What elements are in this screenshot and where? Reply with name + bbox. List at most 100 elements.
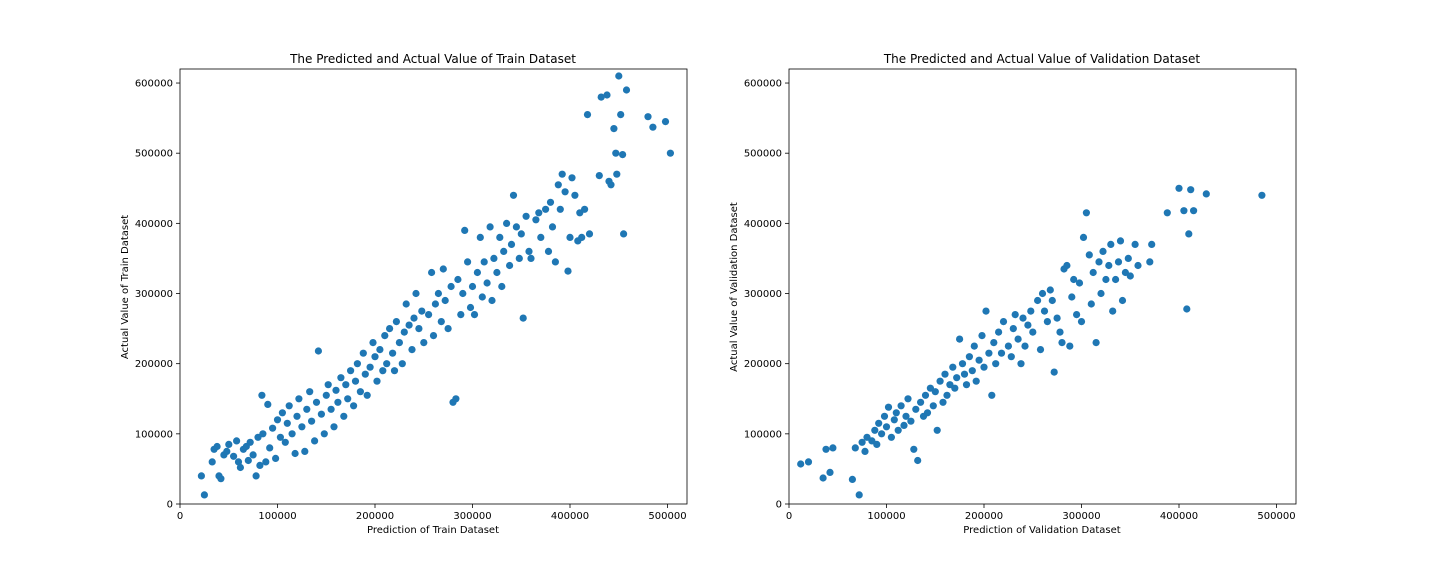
scatter-point <box>405 321 413 329</box>
scatter-point <box>266 444 274 452</box>
scatter-point <box>359 349 367 357</box>
scatter-point <box>581 205 589 213</box>
scatter-point <box>921 391 930 399</box>
scatter-point <box>392 318 400 326</box>
scatter-point <box>904 395 912 403</box>
x-tick-label: 100000 <box>258 511 296 522</box>
scatter-point <box>480 258 488 266</box>
scatter-point <box>342 381 350 389</box>
scatter-point <box>314 347 322 355</box>
scatter-point <box>1024 321 1032 329</box>
scatter-point <box>571 191 579 199</box>
scatter-point <box>519 314 527 322</box>
y-tick-label: 600000 <box>135 79 173 90</box>
scatter-point <box>522 212 530 220</box>
y-tick-label: 600000 <box>744 79 782 90</box>
y-tick-label: 300000 <box>135 289 173 300</box>
scatter-point <box>258 391 266 399</box>
scatter-point <box>246 438 254 446</box>
y-tick-label: 100000 <box>135 429 173 440</box>
scatter-point <box>278 409 286 417</box>
scatter-point <box>558 170 566 178</box>
y-axis-label: Actual Value of Train Dataset <box>120 215 131 359</box>
scatter-point <box>666 149 675 157</box>
scatter-point <box>897 402 905 410</box>
scatter-point <box>1097 289 1105 298</box>
axes-frame <box>179 68 688 505</box>
scatter-point <box>527 254 535 262</box>
y-axis-ticks: 0 100000 200000 300000 400000 500000 600000 <box>744 79 789 511</box>
scatter-point <box>1048 296 1056 305</box>
scatter-point <box>1109 307 1117 315</box>
x-axis-label: Prediction of Validation Dataset <box>963 525 1120 536</box>
scatter-point <box>880 412 889 420</box>
scatter-point <box>566 233 574 241</box>
scatter-point <box>997 349 1006 357</box>
scatter-point <box>956 335 964 343</box>
scatter-point <box>249 451 257 459</box>
scatter-point <box>914 456 922 465</box>
scatter-point <box>826 468 834 476</box>
scatter-point <box>1011 311 1019 319</box>
scatter-point <box>995 328 1003 336</box>
scatter-point <box>822 445 830 453</box>
scatter-point <box>509 191 518 199</box>
scatter-point <box>1036 346 1045 354</box>
scatter-point <box>1058 339 1066 347</box>
scatter-point <box>1131 240 1139 248</box>
scatter-point <box>933 426 941 434</box>
scatter-point <box>1063 261 1071 270</box>
scatter-point <box>1114 258 1123 266</box>
scatter-point <box>468 282 477 291</box>
y-tick-label: 200000 <box>135 359 173 370</box>
y-tick-label: 400000 <box>135 219 173 230</box>
y-tick-label: 0 <box>167 500 173 511</box>
x-tick-label: 0 <box>177 511 183 522</box>
scatter-point <box>561 188 569 196</box>
scatter-point <box>376 346 384 354</box>
scatter-point <box>1146 258 1154 266</box>
scatter-point <box>379 367 387 375</box>
scatter-point <box>568 174 576 182</box>
scatter-point <box>408 346 416 354</box>
scatter-point <box>585 230 594 238</box>
scatter-point <box>949 363 957 371</box>
scatter-point <box>350 402 358 410</box>
scatter-point <box>295 395 303 403</box>
scatter-point <box>649 123 657 131</box>
x-tick-label: 500000 <box>648 511 686 522</box>
scatter-point <box>532 216 540 224</box>
scatter-point <box>1004 342 1013 350</box>
axes-frame <box>788 68 1297 505</box>
scatter-point <box>373 377 381 385</box>
scatter-point <box>578 233 586 241</box>
scatter-point <box>478 293 486 301</box>
scatter-point <box>383 360 391 368</box>
y-tick-label: 0 <box>776 500 782 511</box>
scatter-point <box>1107 240 1115 248</box>
scatter-point <box>917 398 925 406</box>
scatter-point <box>613 170 621 178</box>
x-tick-label: 300000 <box>1062 511 1100 522</box>
scatter-point <box>907 417 915 425</box>
validation-scatter-panel: The Predicted and Actual Value of Valida… <box>729 52 1297 536</box>
scatter-point <box>369 339 377 347</box>
scatter-point <box>990 339 998 347</box>
scatter-point <box>960 370 969 378</box>
scatter-point <box>386 325 394 333</box>
scatter-point <box>1095 258 1103 266</box>
scatter-point <box>259 430 267 438</box>
scatter-point <box>1187 186 1195 194</box>
scatter-point <box>262 458 270 466</box>
scatter-point <box>415 325 423 333</box>
scatter-point <box>992 360 1000 368</box>
scatter-point <box>1043 318 1051 326</box>
y-tick-label: 200000 <box>744 359 782 370</box>
scatter-point <box>347 367 355 375</box>
scatter-point <box>797 460 805 468</box>
scatter-point <box>428 268 436 277</box>
scatter-point <box>975 356 983 364</box>
scatter-point <box>256 461 264 469</box>
scatter-point <box>517 230 525 238</box>
scatter-point <box>431 300 439 308</box>
